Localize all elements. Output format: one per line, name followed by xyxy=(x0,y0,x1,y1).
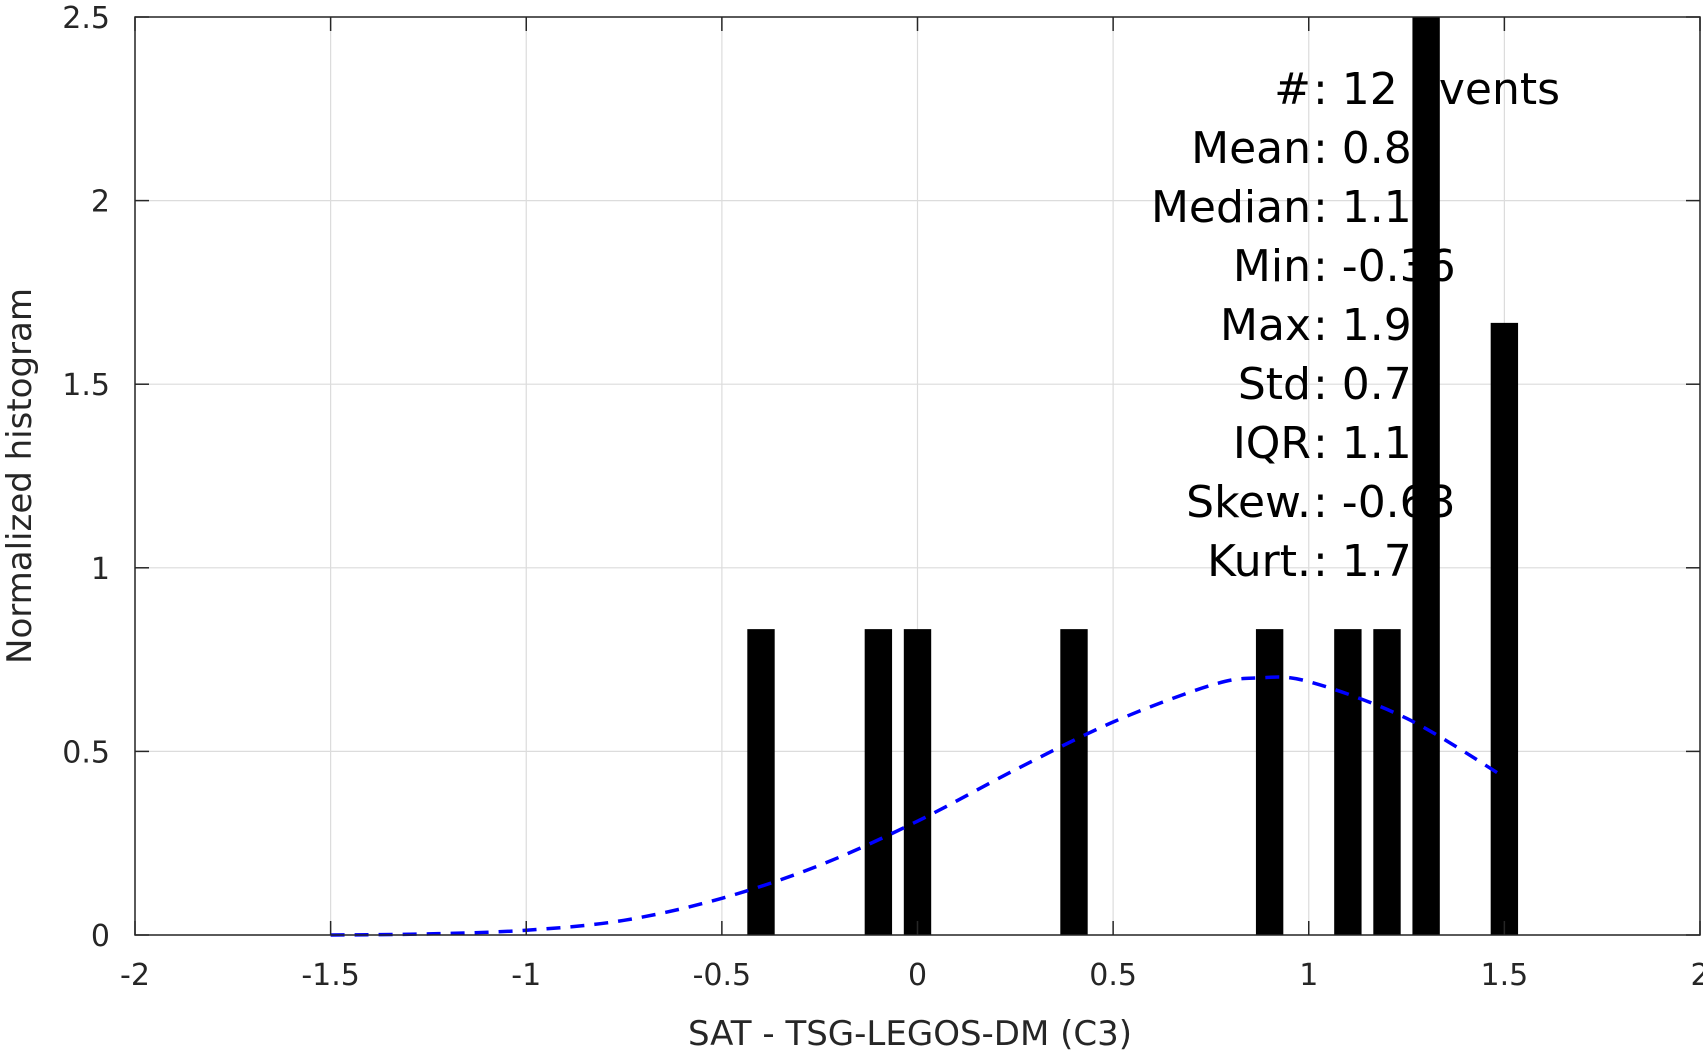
x-tick-label: 0 xyxy=(908,958,927,993)
y-tick-label: 0 xyxy=(91,919,110,954)
histogram-bar xyxy=(1490,322,1519,936)
y-tick-label: 2 xyxy=(91,185,110,220)
y-tick-label: 1.5 xyxy=(62,368,110,403)
stat-label: Min xyxy=(1233,241,1311,292)
stat-label: Kurt. xyxy=(1207,536,1311,587)
stat-value: : 1.14 xyxy=(1313,182,1440,233)
histogram-bar xyxy=(903,629,932,935)
stat-label: Median xyxy=(1151,182,1311,233)
stat-label: Max xyxy=(1220,300,1311,351)
histogram-bar xyxy=(1412,17,1440,935)
histogram-bars xyxy=(747,17,1519,936)
histogram-bar xyxy=(1255,629,1284,935)
histogram-bar xyxy=(864,629,893,935)
histogram-bar xyxy=(747,629,775,935)
x-tick-label: -2 xyxy=(120,958,150,993)
axis-ticks xyxy=(134,16,1701,936)
stat-value: : 0.71 xyxy=(1313,359,1440,410)
stat-value: : 12 events xyxy=(1313,64,1560,115)
histogram-bar xyxy=(1373,629,1401,935)
stat-label: Std xyxy=(1238,359,1311,410)
y-tick-label: 1 xyxy=(91,552,110,587)
stat-value: : -0.36 xyxy=(1313,241,1456,292)
x-tick-label: -1.5 xyxy=(301,958,360,993)
stat-label: IQR xyxy=(1233,418,1311,469)
x-tick-label: 1 xyxy=(1299,958,1318,993)
y-tick-label: 2.5 xyxy=(62,1,110,36)
x-tick-label: 1.5 xyxy=(1481,958,1529,993)
stat-value: : -0.63 xyxy=(1313,477,1456,528)
x-tick-labels: -2 -1.5 -1 -0.5 0 0.5 1 1.5 2 xyxy=(120,958,1703,993)
histogram-bar xyxy=(1334,629,1362,935)
x-axis-label: SAT - TSG-LEGOS-DM (C3) xyxy=(688,1014,1132,1053)
stat-label: Skew. xyxy=(1186,477,1311,528)
stat-label: # xyxy=(1274,64,1311,115)
x-tick-label: 0.5 xyxy=(1089,958,1137,993)
stat-value: : 1.16 xyxy=(1313,418,1440,469)
stat-value: : 0.87 xyxy=(1313,123,1440,174)
stat-value: : 1.77 xyxy=(1313,536,1440,587)
stat-value: : 1.92 xyxy=(1313,300,1440,351)
x-tick-label: -0.5 xyxy=(693,958,752,993)
histogram-bar xyxy=(1060,629,1088,935)
y-axis-label: Normalized histogram xyxy=(0,288,40,664)
stat-label: Mean xyxy=(1191,123,1311,174)
y-tick-labels: 0 0.5 1 1.5 2 2.5 xyxy=(62,1,110,954)
y-tick-label: 0.5 xyxy=(62,735,110,770)
x-tick-label: 2 xyxy=(1690,958,1703,993)
x-tick-label: -1 xyxy=(511,958,541,993)
